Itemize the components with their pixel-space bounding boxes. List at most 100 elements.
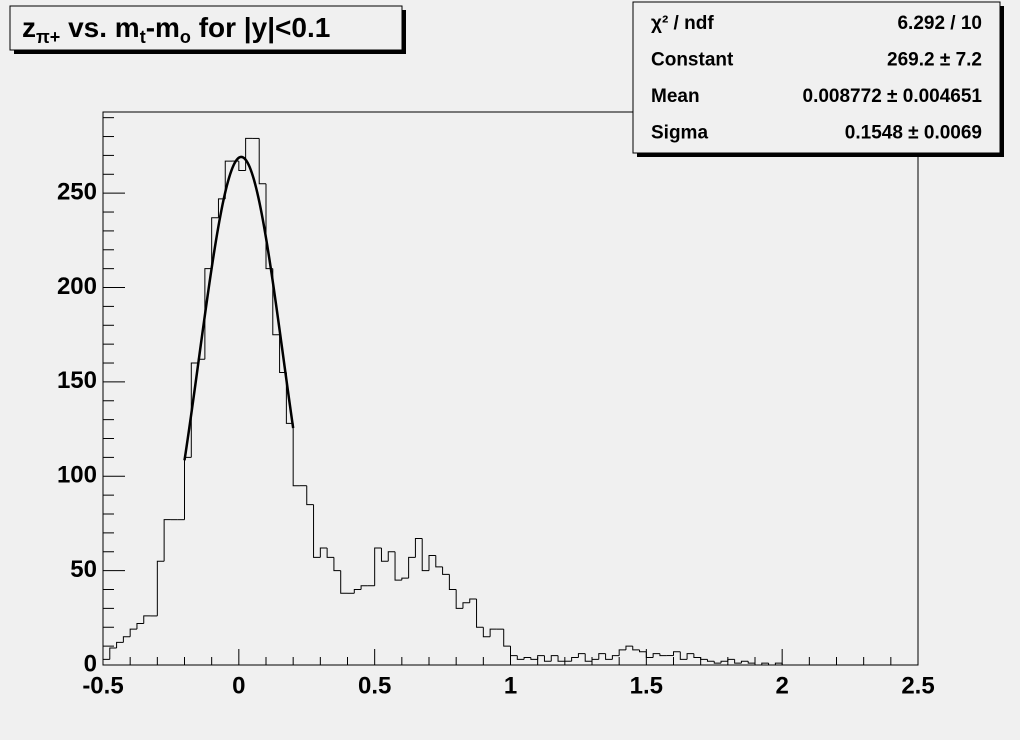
y-tick-label: 100	[57, 462, 97, 489]
histogram-bin	[292, 423, 300, 487]
histogram-bin	[326, 547, 334, 558]
histogram-bin	[102, 658, 110, 665]
histogram-bin	[639, 649, 647, 653]
title-part: -m	[146, 12, 180, 43]
stat-name: Constant	[651, 50, 734, 71]
histogram-bin	[727, 658, 735, 662]
histogram-bin	[645, 651, 654, 658]
frame	[102, 111, 919, 666]
histogram-bin	[503, 629, 511, 647]
chart-title: zπ+ vs. mt-mo for |y|<0.1	[22, 12, 330, 46]
y-tick-label: 200	[57, 273, 97, 300]
histogram-bin	[387, 551, 396, 562]
x-tick-label: 1.5	[630, 672, 663, 699]
histogram-bin	[116, 641, 124, 649]
title-subscript: π+	[36, 27, 60, 47]
histogram-bin	[537, 655, 545, 660]
histogram-bin	[374, 547, 382, 586]
histogram-bin	[611, 655, 620, 660]
stat-name: Sigma	[651, 123, 708, 144]
histogram-bin	[313, 504, 321, 558]
histogram-bin	[136, 622, 144, 630]
histogram-bin	[523, 656, 531, 660]
histogram-bin	[469, 598, 477, 603]
histogram-bin	[333, 557, 341, 572]
histogram-bin	[754, 663, 762, 666]
histogram-bin	[625, 645, 633, 650]
title-subscript: o	[180, 27, 191, 47]
histogram-bin	[482, 627, 491, 638]
histogram-bin	[279, 334, 287, 373]
stat-value: 6.292 / 10	[897, 13, 982, 34]
histogram-bin	[306, 485, 314, 506]
histogram-bin	[428, 555, 436, 571]
histogram-bin	[319, 547, 328, 558]
histogram-bin	[673, 651, 681, 656]
histogram-bin	[476, 598, 484, 628]
histogram-bin	[238, 161, 246, 172]
histogram-bin	[414, 538, 423, 558]
stat-value: 0.1548 ± 0.0069	[845, 123, 982, 144]
histogram-bin	[584, 653, 592, 662]
histogram-bin	[734, 659, 742, 664]
histogram-bin	[768, 663, 776, 666]
histogram-bin	[591, 658, 599, 662]
x-tick-label: 1	[504, 672, 517, 699]
title-part: z	[22, 12, 36, 43]
histogram-bin	[700, 657, 708, 660]
histogram-bin	[516, 655, 525, 660]
y-tick-label: 150	[57, 367, 97, 394]
histogram-bin	[421, 538, 429, 572]
histogram-bin	[394, 551, 402, 581]
histogram-bin	[652, 653, 660, 658]
y-tick-label: 50	[70, 556, 97, 583]
histogram-bin	[618, 649, 626, 656]
histogram-bin	[761, 662, 769, 665]
histogram-bin	[605, 653, 613, 660]
y-tick-label: 250	[57, 179, 97, 206]
histogram-bin	[571, 656, 579, 662]
stat-value: 269.2 ± 7.2	[887, 50, 982, 71]
histogram-bin	[163, 519, 171, 562]
title-box	[9, 5, 403, 51]
histogram-bin	[686, 653, 694, 660]
x-tick-label: 0	[232, 672, 245, 699]
histogram-bin	[156, 560, 165, 616]
histogram-bin	[747, 661, 755, 664]
histogram-bin	[380, 547, 389, 562]
histogram-bin	[550, 655, 559, 662]
histogram-bin	[489, 628, 497, 637]
histogram-bin	[632, 646, 640, 651]
histogram-bin	[781, 663, 789, 666]
histogram-bin	[190, 362, 199, 458]
x-tick-label: 2	[775, 672, 788, 699]
histogram-bin	[740, 660, 749, 664]
histogram-bin	[693, 653, 701, 658]
stat-name: Mean	[651, 86, 700, 107]
histogram-bin	[598, 653, 606, 660]
histogram-bin	[353, 589, 362, 594]
title-subscript: t	[140, 27, 146, 47]
histogram-bin	[143, 615, 151, 624]
histogram-bin	[679, 651, 688, 660]
histogram-bin	[543, 655, 552, 662]
histogram-bin	[442, 566, 450, 575]
histogram-bin	[408, 556, 416, 579]
histogram-bin	[455, 589, 463, 609]
histogram-bin	[577, 653, 586, 658]
stat-value: 0.008772 ± 0.004651	[803, 86, 983, 107]
histogram-bin	[435, 555, 443, 568]
histogram-bin	[224, 160, 233, 199]
histogram-bin	[109, 647, 117, 660]
histogram-bin	[401, 577, 409, 581]
histogram-bin	[448, 574, 457, 591]
histogram-bin	[706, 659, 715, 662]
title-part: vs. m	[60, 12, 139, 43]
histogram-bin	[713, 661, 722, 664]
x-tick-label: 2.5	[901, 672, 934, 699]
histogram-bin	[204, 268, 212, 360]
histogram-bin	[122, 636, 131, 643]
histogram-bin	[720, 660, 728, 664]
